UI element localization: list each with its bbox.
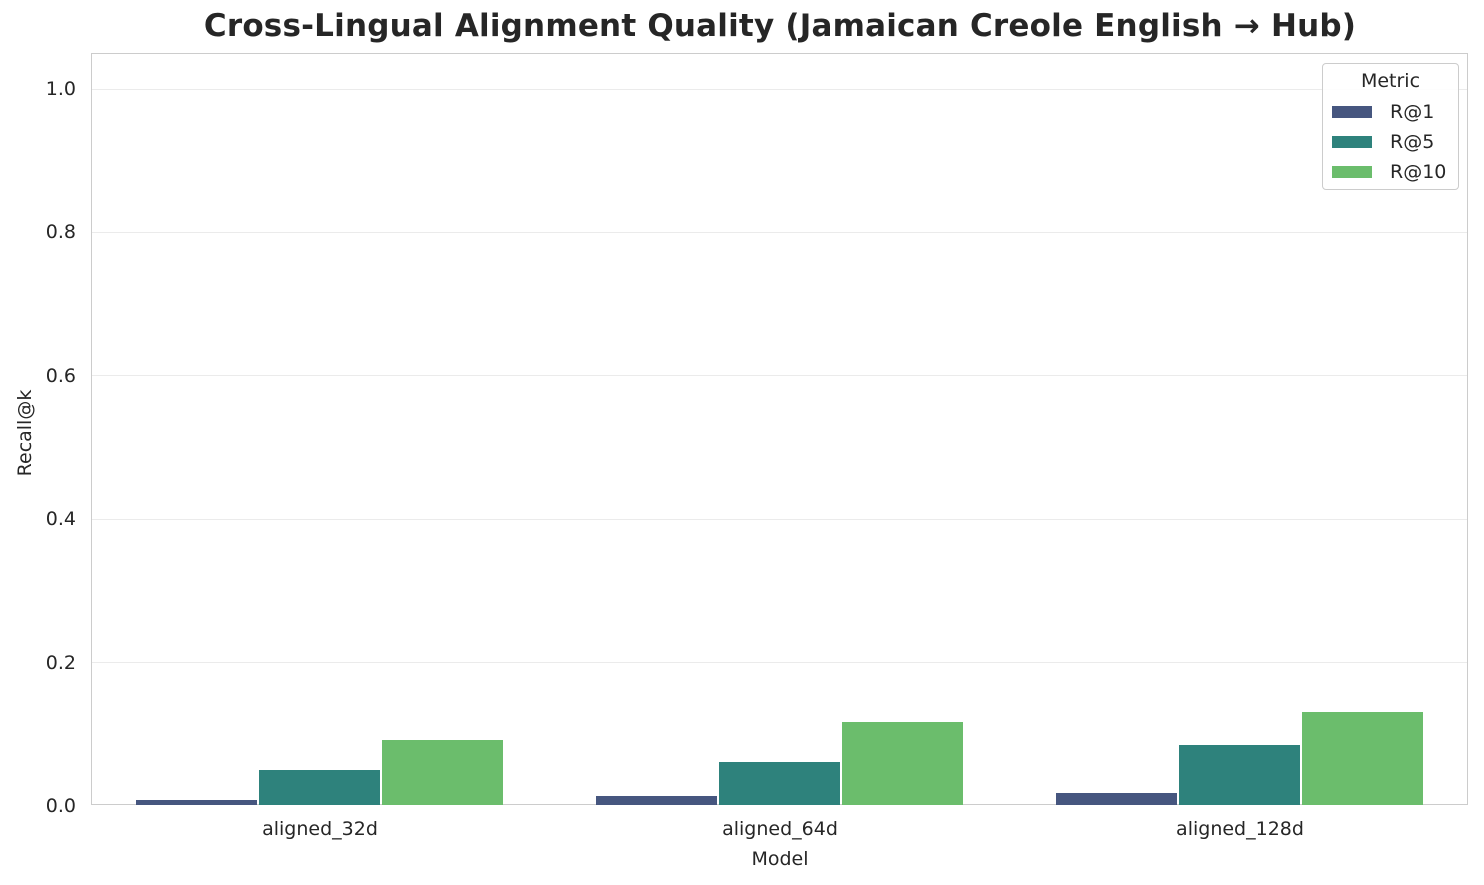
legend-swatch-r5 [1332, 136, 1372, 148]
gridline [92, 231, 1467, 233]
gridline [92, 375, 1467, 377]
x-tick-label: aligned_64d [722, 818, 838, 840]
gridline [92, 88, 1467, 90]
x-axis-label: Model [751, 848, 809, 870]
legend-item-r10: R@10 [1332, 161, 1446, 183]
legend-item-r5: R@5 [1332, 131, 1434, 153]
legend-swatch-r1 [1332, 106, 1372, 118]
legend-item-r1: R@1 [1332, 101, 1434, 123]
bar-aligned_32d-r10 [382, 740, 503, 806]
legend: Metric R@1 R@5 R@10 [1322, 63, 1459, 190]
plot-area [91, 53, 1468, 806]
bar-aligned_64d-r1 [596, 796, 717, 806]
y-tick-label: 0.4 [45, 508, 76, 531]
legend-label: R@10 [1390, 161, 1447, 183]
bar-aligned_128d-r5 [1179, 744, 1300, 806]
y-tick-label: 0.0 [45, 795, 76, 817]
x-tick-label: aligned_128d [1176, 818, 1304, 840]
y-axis-label: Recall@k [14, 389, 36, 477]
bar-aligned_64d-r5 [719, 762, 840, 806]
bar-aligned_32d-r5 [259, 770, 380, 806]
y-tick-label: 0.8 [45, 221, 76, 244]
chart-title: Cross-Lingual Alignment Quality (Jamaica… [203, 8, 1357, 44]
gridline [92, 518, 1467, 520]
bar-aligned_128d-r10 [1302, 711, 1423, 806]
legend-title: Metric [1360, 70, 1421, 92]
y-tick-label: 0.6 [45, 364, 76, 387]
bar-aligned_128d-r1 [1056, 792, 1177, 806]
y-tick-label: 0.2 [45, 651, 76, 674]
gridline [92, 662, 1467, 664]
legend-swatch-r10 [1332, 166, 1372, 178]
y-tick-label: 1.0 [45, 78, 76, 100]
legend-label: R@5 [1390, 131, 1435, 153]
bar-aligned_64d-r10 [842, 721, 963, 806]
bar-aligned_32d-r1 [136, 799, 257, 806]
legend-label: R@1 [1390, 101, 1435, 123]
x-tick-label: aligned_32d [262, 818, 378, 840]
